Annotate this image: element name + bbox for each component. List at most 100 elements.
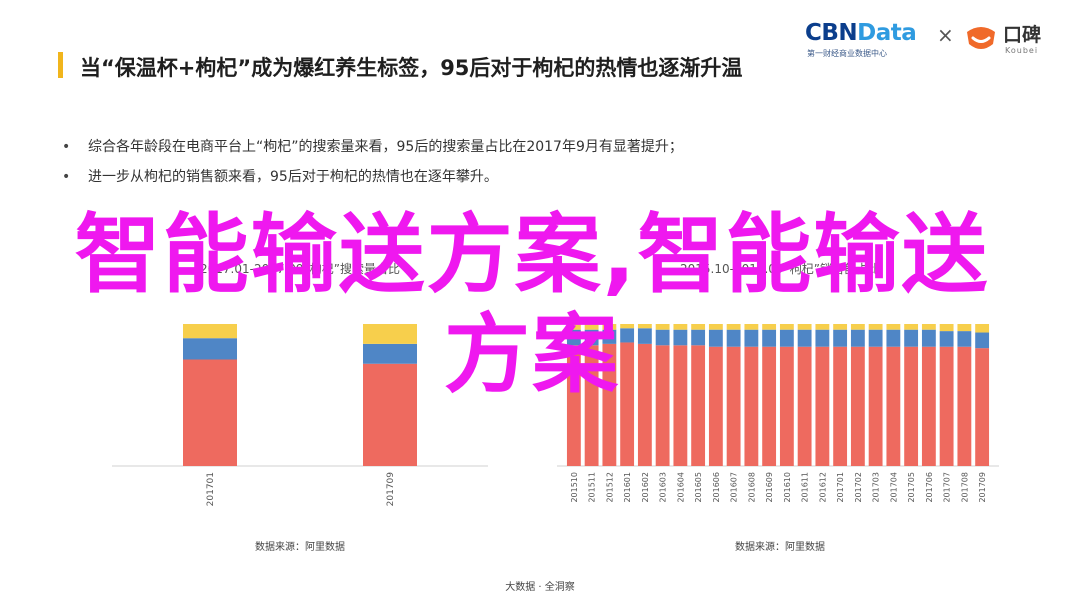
chart-sales-share: 2015.10-2017.09“枸杞”销售额占比 201510 201511 201… — [555, 250, 1005, 560]
bar-segment — [708, 346, 723, 466]
bar-segment — [363, 343, 417, 364]
title-accent-bar — [58, 52, 63, 78]
x-tick-label: 201510 — [570, 472, 579, 503]
chart-search-share: 2017.01-2017.09“枸杞”搜索量占比 201701 201709 数据… — [80, 250, 520, 560]
bar-segment — [904, 329, 919, 347]
chart-title: 2017.01-2017.09“枸杞”搜索量占比 — [199, 262, 400, 276]
x-tick-label: 201702 — [854, 472, 863, 503]
x-tick-label: 201708 — [960, 472, 969, 503]
x-tick-label: 201701 — [206, 472, 216, 506]
bar-segment — [939, 346, 954, 466]
bar-segment — [939, 324, 954, 332]
bar-segment — [975, 348, 990, 466]
bullet-item: 进一步从枸杞的销售额来看，95后对于枸杞的热情也在逐年攀升。 — [60, 162, 920, 192]
x-tick-label: 201709 — [386, 472, 396, 507]
chart-left-svg: 201701 201709 — [112, 324, 488, 507]
bar-segment — [850, 329, 865, 347]
bar-segment — [868, 329, 883, 347]
bar-segment — [868, 324, 883, 330]
bar-segment — [744, 346, 759, 466]
bar-segment — [637, 324, 652, 329]
bar-segment — [726, 324, 741, 330]
bar-segment — [602, 343, 617, 466]
bar-segment — [566, 329, 581, 346]
x-tick-label: 201709 — [978, 472, 987, 503]
x-tick-label: 201607 — [730, 472, 739, 503]
cbndata-subtitle: 第一财经商业数据中心 — [807, 49, 887, 58]
bar-segment — [850, 324, 865, 330]
bar-segment — [886, 324, 901, 330]
bar-segment — [620, 324, 635, 329]
bar-segment — [939, 331, 954, 347]
bar-segment — [833, 324, 848, 330]
bar-segment — [779, 329, 794, 347]
bar-segment — [921, 324, 936, 330]
bar-segment — [655, 329, 670, 346]
bar-segment — [691, 345, 706, 466]
bar-segment — [726, 329, 741, 347]
bar-segment — [620, 342, 635, 466]
bar-segment — [833, 346, 848, 466]
logo-times: × — [937, 23, 954, 47]
bar-segment — [921, 329, 936, 347]
x-tick-label: 201703 — [872, 472, 881, 503]
bar-segment — [744, 324, 759, 330]
bar-segment — [183, 359, 237, 466]
chart-title: 2015.10-2017.09“枸杞”销售额占比 — [679, 262, 880, 276]
watermark-overlay-text: 智能输送方案,智能输送方案 — [74, 205, 990, 405]
bar-segment — [762, 346, 777, 466]
bar-segment — [957, 324, 972, 332]
koubei-logo-text: 口碑 — [1003, 24, 1042, 46]
x-tick-label: 201604 — [676, 472, 685, 503]
bar-segment — [726, 346, 741, 466]
bar-segment — [708, 324, 723, 330]
bar-segment — [975, 332, 990, 349]
x-tick-label: 201601 — [623, 472, 632, 503]
x-tick-label: 201701 — [836, 472, 845, 503]
logo-data-text: Data — [857, 20, 917, 46]
bar-segment — [762, 324, 777, 330]
bar-segment — [833, 329, 848, 347]
bar-segment — [363, 324, 417, 344]
x-tick-label: 201610 — [783, 472, 792, 503]
bar-segment — [904, 346, 919, 466]
bar-segment — [904, 324, 919, 330]
bar-segment — [921, 346, 936, 466]
bar-segment — [183, 324, 237, 339]
x-tick-label: 201608 — [747, 472, 756, 503]
bar-segment — [975, 324, 990, 333]
bar-segment — [620, 328, 635, 343]
chart-source: 数据来源：阿里数据 — [735, 542, 825, 553]
footer-tagline: 大数据 · 全洞察 — [505, 582, 575, 593]
bar-segment — [850, 346, 865, 466]
x-tick-label: 201605 — [694, 472, 703, 503]
bar-segment — [779, 324, 794, 330]
bar-segment — [566, 345, 581, 466]
chart-right-svg: 201510 201511 201512 201601 201602 201603 2016… — [557, 324, 999, 503]
bar-segment — [886, 329, 901, 347]
bar-segment — [691, 324, 706, 330]
x-tick-label: 201512 — [605, 472, 614, 503]
bar-segment — [868, 346, 883, 466]
x-tick-label: 201704 — [889, 472, 898, 503]
bullet-list: 综合各年龄段在电商平台上“枸杞”的搜索量来看，95后的搜索量占比在2017年9月… — [60, 132, 920, 192]
x-tick-label: 201706 — [925, 472, 934, 503]
bar-segment — [655, 324, 670, 330]
bar-segment — [602, 324, 617, 330]
bar-segment — [584, 329, 599, 346]
chart-source: 数据来源：阿里数据 — [255, 542, 345, 553]
logo-group: CBNData 第一财经商业数据中心 × 口碑 Koubei — [805, 20, 1055, 60]
bar-segment — [957, 346, 972, 466]
logo-cbn-text: CBN — [805, 20, 858, 46]
bar-segment — [673, 324, 688, 330]
bar-segment — [637, 343, 652, 466]
x-tick-label: 201609 — [765, 472, 774, 503]
x-tick-label: 201511 — [588, 472, 597, 503]
bar-segment — [797, 324, 812, 330]
bar-segment — [655, 345, 670, 466]
bar-segment — [673, 329, 688, 346]
bar-segment — [762, 329, 777, 347]
bar-segment — [779, 346, 794, 466]
bar-segment — [797, 329, 812, 347]
